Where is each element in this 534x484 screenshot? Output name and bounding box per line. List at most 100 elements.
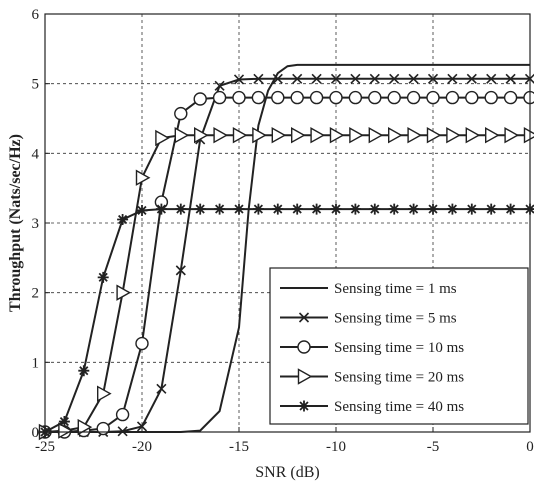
x-marker xyxy=(408,73,419,84)
x-tick-label: -20 xyxy=(132,439,152,455)
circle-marker xyxy=(387,90,401,105)
legend-label: Sensing time = 1 ms xyxy=(334,281,457,297)
star-marker xyxy=(330,203,342,215)
circle-marker xyxy=(523,90,534,105)
triangle-marker xyxy=(97,385,112,402)
circle-marker xyxy=(368,90,382,105)
triangle-marker xyxy=(271,127,287,144)
x-marker xyxy=(214,80,225,91)
star-marker xyxy=(233,203,245,215)
series-3 xyxy=(38,90,534,439)
star-marker xyxy=(298,400,310,412)
circle-marker xyxy=(135,336,149,351)
y-tick-label: 1 xyxy=(32,355,40,371)
star-marker xyxy=(291,203,303,215)
x-tick-label: 0 xyxy=(526,439,534,455)
y-tick-label: 6 xyxy=(32,7,40,23)
triangle-marker xyxy=(297,368,313,385)
triangle-marker xyxy=(58,422,73,439)
x-marker xyxy=(233,74,245,85)
series-layer xyxy=(38,63,534,441)
triangle-marker xyxy=(446,127,461,144)
circle-marker xyxy=(484,90,498,105)
circle-marker xyxy=(96,421,110,436)
x-marker xyxy=(466,73,477,84)
star-marker xyxy=(408,203,420,215)
star-marker xyxy=(369,203,381,215)
circle-marker xyxy=(193,92,207,106)
legend-entry: Sensing time = 10 ms xyxy=(280,340,464,356)
legend-entry: Sensing time = 1 ms xyxy=(280,281,457,297)
circle-marker xyxy=(465,90,479,105)
legend-label: Sensing time = 10 ms xyxy=(334,340,464,356)
x-marker xyxy=(369,73,380,84)
triangle-marker xyxy=(155,129,170,147)
y-tick-label: 0 xyxy=(32,425,40,441)
x-tick-label: -10 xyxy=(326,439,346,455)
y-tick-label: 2 xyxy=(32,286,40,302)
star-marker xyxy=(272,203,284,215)
triangle-marker xyxy=(213,127,229,144)
star-marker xyxy=(446,203,458,215)
star-marker xyxy=(311,203,323,215)
star-marker xyxy=(485,203,497,215)
x-marker xyxy=(136,421,148,432)
triangle-marker xyxy=(504,127,520,144)
x-marker xyxy=(298,312,310,323)
circle-marker xyxy=(115,407,130,422)
star-marker xyxy=(117,214,129,226)
x-tick-label: -15 xyxy=(229,439,249,455)
x-marker xyxy=(350,73,361,84)
y-tick-label: 3 xyxy=(32,216,40,232)
x-marker xyxy=(175,265,186,276)
circle-marker xyxy=(297,340,311,354)
triangle-marker xyxy=(388,127,403,144)
star-marker xyxy=(58,416,70,428)
triangle-marker xyxy=(485,127,500,144)
triangle-marker xyxy=(310,127,326,144)
triangle-marker xyxy=(368,127,384,144)
y-tick-label: 5 xyxy=(32,77,40,93)
star-marker xyxy=(194,203,206,215)
y-tick-label: 4 xyxy=(32,146,40,162)
circle-marker xyxy=(329,90,343,105)
x-marker xyxy=(272,73,283,84)
star-marker xyxy=(214,203,226,215)
circle-marker xyxy=(309,90,324,105)
triangle-marker xyxy=(407,127,423,144)
circle-marker xyxy=(426,90,440,105)
x-marker xyxy=(311,73,322,84)
triangle-marker xyxy=(465,127,481,144)
triangle-marker xyxy=(523,127,534,144)
circle-marker xyxy=(174,106,188,121)
x-marker xyxy=(447,73,458,84)
triangle-marker xyxy=(426,127,442,144)
x-marker xyxy=(156,383,167,394)
star-marker xyxy=(349,203,361,215)
triangle-marker xyxy=(329,127,345,144)
circle-marker xyxy=(406,90,421,105)
circle-marker xyxy=(251,90,266,105)
legend-entry: Sensing time = 20 ms xyxy=(280,368,464,386)
x-marker xyxy=(505,73,516,84)
legend-entry: Sensing time = 5 ms xyxy=(280,311,457,327)
star-marker xyxy=(427,203,439,215)
x-marker xyxy=(117,426,128,437)
x-marker xyxy=(427,73,439,84)
series-1 xyxy=(45,63,530,433)
x-axis-label: SNR (dB) xyxy=(255,464,319,481)
circle-marker xyxy=(271,90,285,105)
star-marker xyxy=(136,204,148,216)
circle-marker xyxy=(232,90,246,105)
triangle-marker xyxy=(349,127,364,144)
triangle-marker xyxy=(174,127,190,144)
star-marker xyxy=(252,203,264,215)
star-marker xyxy=(505,203,517,215)
star-marker xyxy=(524,203,534,215)
series-line xyxy=(45,77,530,433)
star-marker xyxy=(466,203,478,215)
circle-marker xyxy=(212,90,227,105)
star-marker xyxy=(97,271,109,283)
legend: Sensing time = 1 ms Sensing time = 5 ms Se… xyxy=(269,267,529,425)
